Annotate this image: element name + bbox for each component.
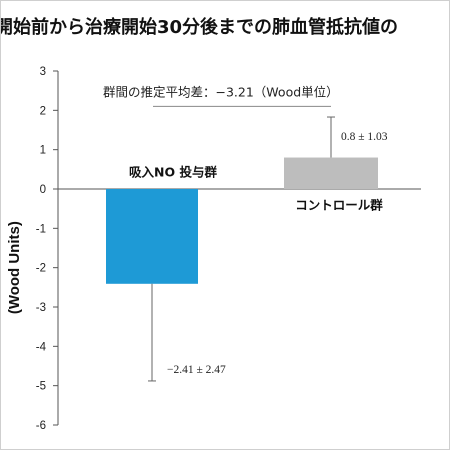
y-tick-label: -1 — [36, 223, 46, 235]
annotation-label: 群間の推定平均差：−3.21（Wood単位） — [103, 84, 339, 99]
y-tick-label: -5 — [36, 381, 46, 393]
y-tick-label: 1 — [40, 145, 46, 157]
category-label: コントロール群 — [295, 197, 383, 212]
bar — [106, 189, 198, 284]
data-label: 0.8 ± 1.03 — [341, 131, 388, 143]
y-tick-label: -2 — [36, 263, 46, 275]
y-tick-label: -3 — [36, 302, 46, 314]
y-tick-label: 2 — [40, 105, 46, 117]
y-axis-title: (Wood Units) — [6, 221, 23, 314]
data-label: −2.41 ± 2.47 — [167, 364, 226, 376]
y-tick-label: 3 — [40, 66, 46, 78]
chart-title: 開始前から治療開始30分後までの肺血管抵抗値の — [0, 17, 399, 38]
bar — [284, 157, 378, 189]
y-tick-label: 0 — [40, 184, 46, 196]
category-label: 吸入NO 投与群 — [129, 164, 217, 179]
y-tick-label: -4 — [36, 341, 47, 353]
y-tick-label: -6 — [36, 420, 46, 432]
